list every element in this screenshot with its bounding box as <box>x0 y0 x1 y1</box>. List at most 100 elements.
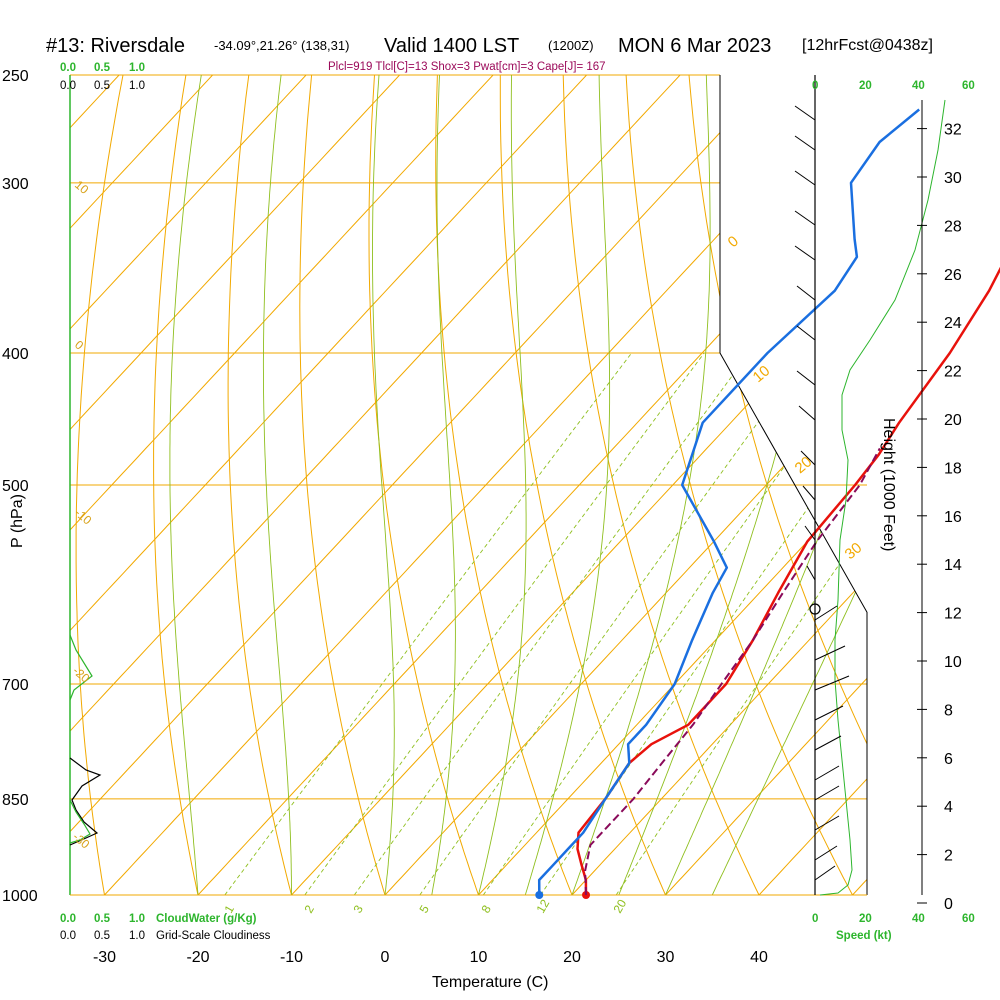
x-tick-label: -30 <box>93 949 116 966</box>
moist-adiabat-20 <box>571 75 711 895</box>
cloudiness-tick-1: 0.5 <box>94 80 110 92</box>
forecast-date: MON 6 Mar 2023 <box>618 35 771 57</box>
wind-barbs <box>794 75 946 896</box>
wind-barb <box>814 865 836 881</box>
y-tick-label: 500 <box>2 478 29 495</box>
forecast-info: [12hrFcst@0438z] <box>802 37 933 54</box>
height-tick-label: 18 <box>944 460 962 477</box>
dry-adiabat-40 <box>562 75 760 895</box>
wind-barb <box>814 645 846 661</box>
wind-barb <box>814 815 840 831</box>
height-tick-label: 6 <box>944 751 953 768</box>
height-tick-label: 8 <box>944 702 953 719</box>
mixing-ratio-3 <box>353 352 750 895</box>
height-tick-label: 12 <box>944 606 962 623</box>
isotherm--30 <box>104 75 867 895</box>
moist-adiabat-0 <box>372 75 395 895</box>
cloudiness-tick-bottom-0: 0.0 <box>60 930 76 942</box>
mixing-ratio-2 <box>304 352 705 895</box>
isotherm-20 <box>571 75 867 895</box>
height-tick-label: 26 <box>944 267 962 284</box>
wind-barb <box>794 135 816 151</box>
isotherm-0 <box>384 75 867 895</box>
height-tick-label: 16 <box>944 509 962 526</box>
wind-barb <box>814 705 844 721</box>
height-tick-label: 4 <box>944 799 953 816</box>
mixing-ratio-label: 20 <box>610 897 629 916</box>
wind-speed-line <box>819 99 946 896</box>
cloudwater-tick-bottom-2: 1.0 <box>129 913 145 925</box>
dry-adiabat--10 <box>227 75 292 895</box>
wind-barb <box>796 325 816 341</box>
cloudiness-label: Grid-Scale Cloudiness <box>156 930 271 942</box>
wind-tick-top-2: 40 <box>912 80 925 92</box>
wind-barb <box>802 485 816 501</box>
moist-adiabat-5 <box>431 75 456 895</box>
wind-barb <box>814 605 838 621</box>
isotherms <box>70 75 867 895</box>
dry-adiabat-20 <box>435 75 573 895</box>
utc-time: (1200Z) <box>548 38 594 53</box>
height-tick-label: 2 <box>944 848 953 865</box>
right-border <box>719 75 868 895</box>
cloudiness-line <box>69 757 102 846</box>
station-title: #13: Riversdale <box>46 35 185 57</box>
cloudwater-tick-bottom-1: 0.5 <box>94 913 111 925</box>
wind-barb <box>794 245 816 261</box>
wind-barb <box>814 785 840 801</box>
wind-barb <box>794 170 816 186</box>
valid-time: Valid 1400 LST <box>384 35 519 57</box>
dry-adiabat--20 <box>153 75 199 895</box>
x-tick-label: -20 <box>186 949 209 966</box>
wind-barb <box>814 765 840 781</box>
cloudwater-tick-1: 0.5 <box>94 62 111 74</box>
height-tick-label: 28 <box>944 218 962 235</box>
height-axis-label: Height (1000 Feet) <box>880 418 897 551</box>
cloudiness-tick-0: 0.0 <box>60 80 76 92</box>
moist-adiabat-15 <box>524 75 611 895</box>
x-tick-label: 0 <box>381 949 390 966</box>
sounding-profiles <box>535 108 1000 899</box>
height-tick-label: 10 <box>944 654 962 671</box>
wind-tick-bottom-1: 20 <box>859 913 872 925</box>
cloudwater-line <box>69 634 93 701</box>
moist-adiabat-30 <box>665 75 867 895</box>
dry-adiabat-50 <box>625 75 853 895</box>
isotherm--80 <box>70 75 400 895</box>
wind-tick-top-3: 60 <box>962 80 975 92</box>
cloudwater-tick-0: 0.0 <box>60 62 76 74</box>
mixing-ratio-8 <box>482 352 866 895</box>
dewpoint-line <box>537 108 920 896</box>
y-axis-label: P (hPa) <box>9 494 26 548</box>
dewpoint-surface-point <box>535 891 544 899</box>
wind-tick-top-1: 20 <box>859 80 872 92</box>
wind-barb <box>798 405 816 421</box>
isotherm-10 <box>478 75 867 895</box>
wind-barb <box>800 450 816 466</box>
cloudiness-tick-2: 1.0 <box>129 80 145 92</box>
moist-adiabat--10 <box>262 75 292 895</box>
wind-tick-bottom-2: 40 <box>912 913 925 925</box>
x-tick-label: 10 <box>470 949 488 966</box>
wind-barb <box>804 525 816 541</box>
mixing-ratio-label: 12 <box>533 897 552 916</box>
y-tick-label: 1000 <box>2 888 38 905</box>
x-tick-label: -10 <box>280 949 303 966</box>
height-tick-label: 22 <box>944 364 962 381</box>
parcel-line <box>584 447 881 896</box>
moist-adiabats <box>169 75 867 895</box>
station-coords: -34.09°,21.26° (138,31) <box>214 38 349 53</box>
isotherm--40 <box>70 75 774 895</box>
height-tick-label: 32 <box>944 122 962 139</box>
cloudwater-label: CloudWater (g/Kg) <box>156 913 257 925</box>
wind-barb <box>806 565 816 581</box>
wind-barb <box>796 370 816 386</box>
isotherm--90 <box>70 75 307 895</box>
wind-barb <box>796 285 816 301</box>
wind-tick-bottom-3: 60 <box>962 913 975 925</box>
dry-adiabat-0 <box>299 75 386 895</box>
cloudwater-low-line <box>69 799 91 844</box>
isotherm--70 <box>70 75 494 895</box>
